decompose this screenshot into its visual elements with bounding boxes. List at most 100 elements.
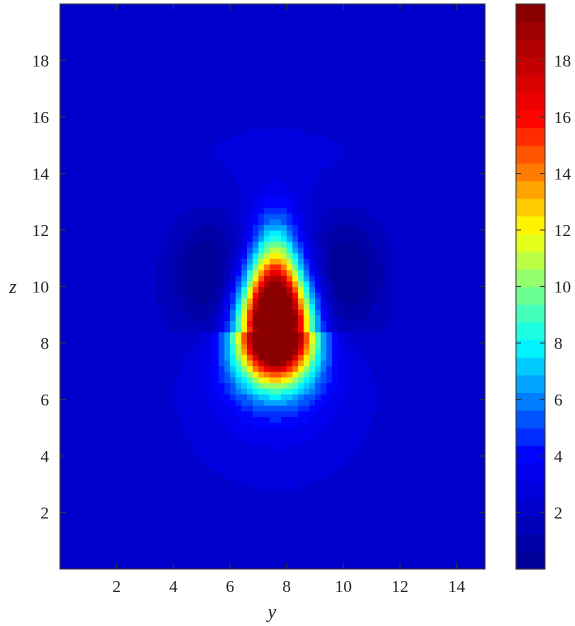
heatmap-cell [111, 422, 118, 429]
heatmap-cell [207, 410, 214, 418]
heatmap-cell [281, 309, 288, 316]
heatmap-cell [388, 540, 395, 547]
heatmap-cell [479, 224, 485, 231]
heatmap-cell [99, 213, 106, 220]
heatmap-cell [184, 190, 191, 197]
heatmap-cell [422, 439, 429, 446]
heatmap-cell [162, 258, 169, 265]
heatmap-cell [77, 292, 84, 299]
heatmap-cell [224, 439, 231, 446]
heatmap-cell [252, 410, 259, 418]
heatmap-cell [479, 393, 485, 401]
heatmap-cell [94, 280, 101, 288]
heatmap-cell [94, 201, 101, 208]
heatmap-cell [462, 326, 469, 333]
heatmap-cell [213, 410, 220, 418]
heatmap-cell [337, 478, 344, 485]
heatmap-cell [139, 376, 146, 384]
heatmap-cell [213, 326, 220, 333]
heatmap-cell [286, 478, 293, 485]
heatmap-cell [383, 354, 390, 361]
heatmap-cell [269, 489, 276, 497]
heatmap-cell [371, 235, 378, 242]
heatmap-cell [422, 399, 429, 406]
heatmap-cell [366, 314, 373, 321]
heatmap-cell [207, 230, 214, 237]
heatmap-cell [383, 472, 390, 480]
heatmap-cell [269, 416, 276, 423]
heatmap-cell [366, 501, 373, 508]
heatmap-cell [122, 230, 129, 237]
heatmap-cell [196, 224, 203, 231]
heatmap-cell [303, 529, 310, 536]
heatmap-cell [264, 218, 271, 225]
heatmap-cell [71, 303, 78, 310]
heatmap-cell [139, 326, 146, 333]
heatmap-cell [145, 518, 152, 525]
heatmap-cell [264, 546, 271, 553]
heatmap-cell [65, 393, 72, 401]
heatmap-cell [309, 286, 316, 293]
heatmap-cell [479, 439, 485, 446]
heatmap-cell [241, 269, 248, 276]
heatmap-cell [292, 314, 299, 321]
heatmap-cell [473, 546, 480, 553]
heatmap-cell [201, 501, 208, 508]
heatmap-cell [422, 376, 429, 384]
heatmap-cell [82, 410, 89, 418]
heatmap-cell [173, 416, 180, 423]
heatmap-cell [479, 450, 485, 457]
heatmap-cell [269, 343, 276, 350]
heatmap-cell [275, 506, 282, 514]
heatmap-cell [411, 506, 418, 514]
heatmap-cell [162, 388, 169, 395]
heatmap-cell [298, 501, 305, 508]
heatmap-cell [105, 540, 112, 547]
heatmap-cell [77, 235, 84, 242]
heatmap-cell [377, 320, 384, 327]
heatmap-cell [320, 546, 327, 553]
heatmap-cell [411, 218, 418, 225]
heatmap-cell [275, 246, 282, 254]
heatmap-cell [258, 348, 265, 355]
heatmap-cell [400, 275, 407, 282]
heatmap-cell [252, 359, 259, 367]
heatmap-cell [360, 286, 367, 293]
heatmap-cell [65, 354, 72, 361]
heatmap-cell [116, 506, 123, 514]
heatmap-cell [122, 309, 129, 316]
heatmap-cell [371, 484, 378, 491]
heatmap-cell [445, 359, 452, 367]
heatmap-cell [315, 495, 322, 502]
heatmap-cell [468, 472, 475, 480]
heatmap-cell [269, 433, 276, 440]
heatmap-cell [128, 314, 135, 321]
heatmap-cell [360, 314, 367, 321]
heatmap-cell [241, 427, 248, 434]
heatmap-cell [371, 433, 378, 440]
heatmap-cell [258, 365, 265, 372]
heatmap-cell [422, 444, 429, 451]
heatmap-cell [349, 523, 356, 531]
heatmap-cell [326, 331, 333, 338]
heatmap-cell [298, 456, 305, 463]
heatmap-cell [394, 252, 401, 259]
heatmap-cell [218, 320, 225, 327]
heatmap-cell [60, 427, 67, 434]
heatmap-cell [281, 331, 288, 338]
heatmap-cell [224, 422, 231, 429]
heatmap-cell [349, 235, 356, 242]
heatmap-cell [258, 563, 265, 569]
heatmap-cell [343, 518, 350, 525]
heatmap-cell [394, 376, 401, 384]
heatmap-cell [462, 478, 469, 485]
heatmap-cell [65, 235, 72, 242]
heatmap-cell [77, 218, 84, 225]
heatmap-cell [162, 444, 169, 451]
heatmap-cell [258, 506, 265, 514]
heatmap-cell [133, 478, 140, 485]
heatmap-cell [337, 427, 344, 434]
heatmap-cell [286, 450, 293, 457]
heatmap-cell [247, 235, 254, 242]
heatmap-cell [77, 269, 84, 276]
